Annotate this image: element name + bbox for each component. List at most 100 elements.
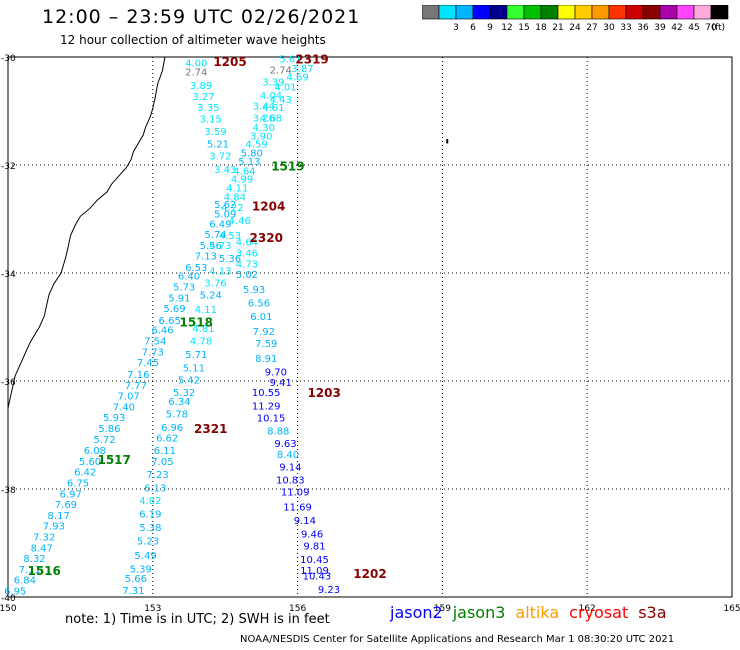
wave-height-value: 9.14 <box>279 462 301 473</box>
legend-label: 30 <box>603 23 615 33</box>
wave-height-value: 4.69 <box>286 72 308 83</box>
wave-height-value: 4.13 <box>209 266 231 277</box>
wave-height-value: 9.46 <box>301 529 323 540</box>
satellite-name: cryosat <box>569 603 629 622</box>
wave-height-value: 3.27 <box>192 92 214 103</box>
wave-height-value: 7.54 <box>144 337 166 348</box>
legend-label: 24 <box>569 23 581 33</box>
wave-height-value: 5.24 <box>200 291 222 302</box>
wave-height-value: 3.89 <box>190 81 212 92</box>
wave-height-value: 9.23 <box>318 585 340 596</box>
wave-height-value: 6.42 <box>74 468 96 479</box>
wave-height-value: 7.45 <box>137 358 159 369</box>
pass-time-label: 2321 <box>194 422 227 436</box>
wave-height-value: 5.74 <box>204 230 226 241</box>
wave-height-value: 4.04 <box>260 91 282 102</box>
wave-height-value: 2.74 <box>185 68 207 79</box>
wave-height-value: 6.53 <box>185 263 207 274</box>
lon-label: 153 <box>144 604 161 614</box>
wave-height-value: 7.77 <box>125 381 147 392</box>
wave-height-value: 4.73 <box>209 241 231 252</box>
legend-swatch <box>710 5 729 20</box>
map-title: 12:00 – 23:59 UTC 02/26/2021 <box>42 6 361 28</box>
wave-height-value: 4.11 <box>195 305 217 316</box>
wave-height-value: 6.95 <box>4 587 26 598</box>
wave-height-value: 6.19 <box>139 509 161 520</box>
wave-height-value: 7.59 <box>255 339 277 350</box>
legend-label: 6 <box>470 23 476 33</box>
wave-height-value: 6.84 <box>14 576 36 587</box>
satellite-name: altika <box>515 603 560 622</box>
wave-height-value: 5.66 <box>125 574 147 585</box>
wave-height-value: 4.64 <box>236 238 258 249</box>
wave-height-value: 7.07 <box>118 392 140 403</box>
wave-height-value: 3.46 <box>236 248 258 259</box>
wave-height-value: 5.62 <box>214 200 236 211</box>
wave-height-value: 5.73 <box>173 283 195 294</box>
wave-height-value: 7.11 <box>19 565 41 576</box>
wave-height-value: 9.63 <box>274 439 296 450</box>
wave-height-value: 4.11 <box>226 184 248 195</box>
legend-label: 45 <box>688 23 699 33</box>
satellite-name: jason3 <box>452 603 506 622</box>
wave-height-value: 9.70 <box>265 367 287 378</box>
wave-height-value: 3.44 <box>253 102 275 113</box>
wave-height-value: 5.23 <box>137 536 159 547</box>
wave-height-value: 6.65 <box>159 316 181 327</box>
wave-height-value: 6.13 <box>144 483 166 494</box>
legend-label: 18 <box>535 23 547 33</box>
wave-height-value: 11.09 <box>300 566 329 577</box>
wave-height-value: 5.32 <box>173 388 195 399</box>
wave-height-value: 3.43 <box>214 165 236 176</box>
credit-line: NOAA/NESDIS Center for Satellite Applica… <box>240 634 675 645</box>
satellite-name: jason2 <box>390 603 443 622</box>
wave-height-value: 6.34 <box>168 397 190 408</box>
wave-height-value: 5.86 <box>98 424 120 435</box>
wave-height-value: 5.56 <box>200 241 222 252</box>
wave-height-value: 4.81 <box>192 324 214 335</box>
wave-height-value: 7.92 <box>253 327 275 338</box>
pass-time-label: 1202 <box>353 567 386 581</box>
wave-height-value: 11.09 <box>281 488 310 499</box>
wave-height-value: 5.09 <box>214 210 236 221</box>
map-subtitle: 12 hour collection of altimeter wave hei… <box>60 33 326 47</box>
legend-label: 39 <box>654 23 666 33</box>
wave-height-value: 9.41 <box>270 378 292 389</box>
wave-height-value: 7.40 <box>113 402 135 413</box>
wave-height-value: 3.59 <box>204 127 226 138</box>
wave-height-value: 4.46 <box>229 216 251 227</box>
wave-height-value: 6.46 <box>151 326 173 337</box>
lat-label: -36 <box>1 378 16 388</box>
wave-height-value: 3.87 <box>291 64 313 75</box>
wave-height-value: 4.84 <box>224 192 246 203</box>
wave-height-value: 7.32 <box>33 533 55 544</box>
wave-height-value: 10.83 <box>276 475 305 486</box>
wave-height-value: 5.36 <box>219 254 241 265</box>
wave-height-value: 5.49 <box>134 551 156 562</box>
wave-height-value: 5.39 <box>130 564 152 575</box>
wave-height-value: 7.13 <box>195 252 217 263</box>
wave-height-value: 5.72 <box>93 435 115 446</box>
lon-label: 150 <box>0 604 17 614</box>
wave-height-value: 6.62 <box>156 434 178 445</box>
wave-height-value: 11.69 <box>283 502 312 513</box>
wave-height-value: 7.69 <box>55 500 77 511</box>
wave-height-value: 6.11 <box>154 446 176 457</box>
wave-height-value: 5.69 <box>163 304 185 315</box>
wave-height-value: 6.40 <box>178 272 200 283</box>
wave-height-value: 6.96 <box>161 423 183 434</box>
lon-label: 159 <box>434 604 451 614</box>
wave-height-value: 4.01 <box>274 83 296 94</box>
wave-height-value: 7.16 <box>127 370 149 381</box>
lat-label: -40 <box>1 594 16 604</box>
wave-height-value: 3.15 <box>200 115 222 126</box>
wave-height-value: 4.64 <box>233 166 255 177</box>
legend-label: 36 <box>637 23 649 33</box>
coastline <box>7 56 166 414</box>
wave-height-value: 5.71 <box>185 350 207 361</box>
pass-time-label: 1203 <box>307 386 340 400</box>
lat-label: -32 <box>1 162 16 172</box>
lon-label: 156 <box>289 604 306 614</box>
wave-height-value: 5.61 <box>279 55 301 66</box>
wave-height-value: 7.93 <box>43 522 65 533</box>
